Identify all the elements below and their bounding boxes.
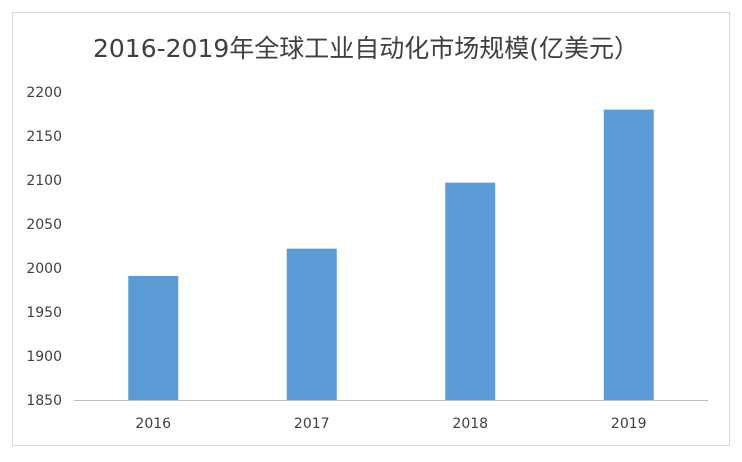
bar-2019 — [603, 109, 654, 400]
chart-title: 2016-2019年全球工业自动化市场规模(亿美元） — [93, 34, 639, 63]
y-tick-label: 2200 — [26, 85, 62, 101]
y-tick-label: 1900 — [26, 349, 62, 365]
bar-2018 — [445, 182, 496, 400]
bar-2016 — [128, 275, 179, 400]
y-tick-label: 2150 — [26, 129, 62, 145]
y-tick-label: 2000 — [26, 261, 62, 277]
y-tick-label: 2100 — [26, 173, 62, 189]
bars — [128, 109, 654, 400]
y-axis-tick-labels: 1850 1900 1950 2000 2050 2100 2150 2200 — [26, 85, 62, 409]
x-tick-label: 2016 — [135, 416, 171, 432]
x-tick-label: 2019 — [611, 416, 647, 432]
x-axis-tick-labels: 2016 2017 2018 2019 — [135, 416, 646, 432]
y-tick-label: 2050 — [26, 217, 62, 233]
y-tick-label: 1850 — [26, 393, 62, 409]
x-tick-label: 2018 — [452, 416, 488, 432]
bar-2017 — [286, 248, 337, 400]
y-tick-label: 1950 — [26, 305, 62, 321]
x-tick-label: 2017 — [294, 416, 330, 432]
